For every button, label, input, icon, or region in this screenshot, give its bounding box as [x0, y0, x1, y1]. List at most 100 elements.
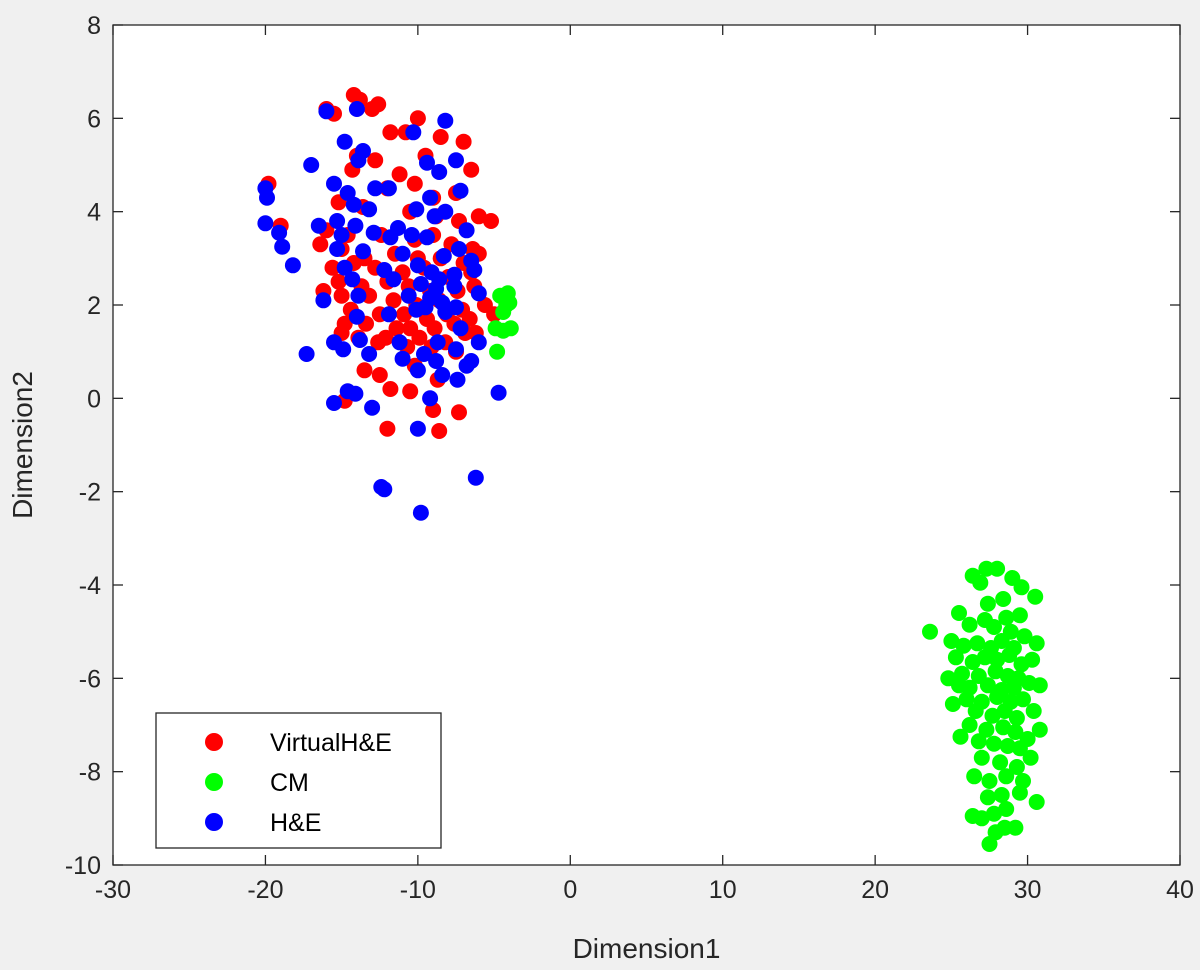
scatter-point-cm — [981, 836, 998, 852]
scatter-point-he — [361, 346, 378, 362]
scatter-point-he — [315, 292, 332, 309]
scatter-point-he — [326, 175, 342, 192]
scatter-point-he — [367, 180, 384, 197]
scatter-point-virtualhe — [432, 129, 449, 145]
scatter-point-cm — [1028, 635, 1045, 652]
scatter-point-he — [318, 103, 335, 120]
y-tick-label: 8 — [87, 12, 101, 40]
scatter-point-he — [347, 217, 364, 234]
scatter-point-cm — [993, 633, 1010, 649]
scatter-point-he — [403, 227, 420, 243]
scatter-point-he — [409, 257, 426, 274]
scatter-point-virtualhe — [431, 423, 448, 439]
scatter-point-he — [412, 504, 429, 521]
scatter-point-cm — [951, 605, 967, 621]
scatter-point-virtualhe — [382, 381, 399, 397]
scatter-point-virtualhe — [324, 259, 341, 276]
scatter-point-he — [463, 353, 480, 369]
scatter-point-he — [350, 287, 367, 304]
scatter-point-virtualhe — [451, 404, 467, 421]
scatter-point-cm — [986, 735, 1002, 752]
scatter-point-virtualhe — [356, 362, 373, 379]
scatter-point-cm — [1013, 579, 1030, 596]
scatter-point-virtualhe — [409, 110, 426, 127]
legend-marker-he — [205, 813, 223, 831]
scatter-point-cm — [952, 728, 969, 745]
scatter-point-cm — [961, 717, 978, 733]
scatter-point-cm — [1015, 691, 1031, 708]
x-tick-label: 0 — [563, 876, 577, 904]
scatter-point-cm — [1031, 721, 1048, 738]
points-layer — [257, 87, 1048, 852]
legend: VirtualH&E CM H&E — [155, 712, 442, 849]
scatter-point-cm — [996, 819, 1013, 836]
scatter-point-virtualhe — [333, 287, 350, 304]
x-tick-label: -30 — [95, 876, 131, 904]
scatter-point-cm — [1001, 647, 1018, 663]
scatter-point-cm — [961, 616, 978, 633]
scatter-point-virtualhe — [388, 320, 405, 337]
scatter-point-cm — [964, 654, 981, 670]
scatter-point-virtualhe — [455, 133, 472, 150]
scatter-point-cm — [995, 591, 1012, 607]
scatter-point-he — [361, 201, 378, 218]
scatter-point-he — [364, 399, 381, 416]
scatter-point-cm — [973, 810, 990, 827]
y-tick-label: 4 — [87, 199, 101, 227]
scatter-point-cm — [1011, 607, 1028, 624]
scatter-point-he — [417, 299, 434, 316]
scatter-point-virtualhe — [402, 383, 419, 400]
scatter-point-cm — [998, 768, 1015, 785]
scatter-point-cm — [976, 649, 993, 666]
scatter-point-he — [394, 245, 411, 262]
scatter-point-cm — [1011, 784, 1028, 801]
scatter-point-virtualhe — [406, 175, 423, 192]
scatter-point-cm — [969, 635, 986, 652]
scatter-point-he — [336, 259, 353, 276]
scatter-point-he — [391, 334, 408, 351]
scatter-point-cm — [1031, 677, 1048, 694]
scatter-point-cm — [978, 560, 995, 577]
scatter-point-he — [446, 266, 463, 283]
scatter-point-he — [400, 287, 417, 304]
scatter-point-he — [448, 341, 464, 358]
y-tick-label: -6 — [79, 665, 101, 693]
scatter-point-cm — [981, 773, 998, 789]
scatter-point-cm — [1005, 679, 1022, 696]
scatter-point-he — [355, 243, 371, 260]
scatter-point-he — [437, 203, 454, 220]
scatter-point-he — [470, 285, 487, 302]
scatter-point-cm — [1008, 759, 1025, 775]
x-axis-label: Dimension1 — [573, 933, 721, 964]
scatter-point-he — [382, 229, 399, 246]
scatter-point-he — [350, 152, 367, 169]
scatter-point-cm — [922, 623, 938, 640]
scatter-point-he — [348, 101, 365, 117]
scatter-point-cm — [944, 696, 961, 712]
scatter-point-cm — [970, 733, 987, 750]
scatter-point-cm — [993, 787, 1010, 803]
scatter-point-he — [298, 346, 315, 362]
scatter-point-virtualhe — [426, 320, 443, 337]
scatter-point-he — [380, 180, 397, 197]
scatter-point-cm — [1016, 628, 1033, 645]
scatter-point-he — [336, 133, 353, 150]
scatter-point-cm — [995, 719, 1012, 736]
scatter-point-he — [351, 332, 368, 348]
scatter-point-cm — [986, 805, 1002, 822]
scatter-point-he — [458, 222, 475, 239]
scatter-point-virtualhe — [463, 161, 480, 178]
scatter-point-he — [466, 262, 483, 278]
x-tick-label: -20 — [247, 876, 283, 904]
scatter-point-virtualhe — [312, 236, 329, 253]
scatter-point-virtualhe — [379, 420, 396, 437]
scatter-point-he — [394, 350, 411, 367]
scatter-point-cm — [489, 343, 506, 360]
scatter-point-he — [448, 152, 464, 169]
scatter-point-cm — [1027, 588, 1044, 605]
scatter-point-he — [345, 196, 362, 213]
x-tick-label: -10 — [400, 876, 436, 904]
scatter-point-he — [259, 189, 275, 206]
scatter-point-he — [431, 164, 448, 180]
